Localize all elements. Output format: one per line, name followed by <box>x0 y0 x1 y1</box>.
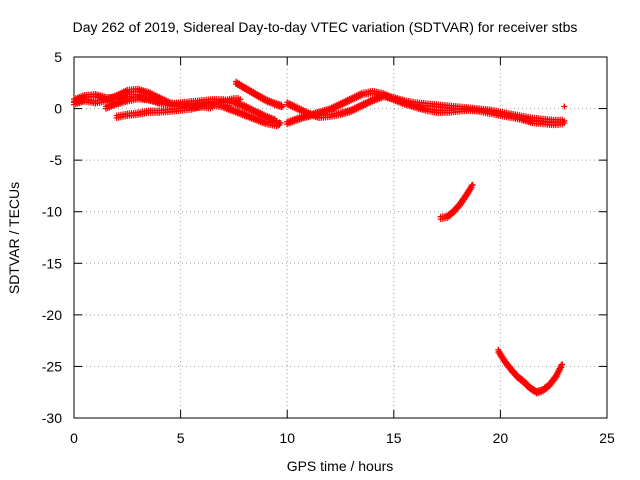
grid <box>74 57 607 418</box>
x-axis-title: GPS time / hours <box>287 458 394 474</box>
x-tick-label: 5 <box>177 430 185 446</box>
series-track-e <box>233 78 286 111</box>
x-axis: 0 5 10 15 20 25 <box>70 57 615 446</box>
data-point <box>559 361 566 368</box>
y-axis-title: SDTVAR / TECUs <box>6 182 22 294</box>
data-point <box>468 184 475 191</box>
series-outlier <box>561 103 568 110</box>
data-point <box>273 117 280 124</box>
data-point <box>277 120 284 127</box>
chart-title: Day 262 of 2019, Sidereal Day-to-day VTE… <box>73 19 578 35</box>
y-tick-label: 0 <box>54 101 62 117</box>
data-point <box>279 103 286 110</box>
x-tick-label: 10 <box>279 430 295 446</box>
data-point <box>237 96 244 103</box>
y-tick-label: -10 <box>42 204 62 220</box>
x-tick-label: 15 <box>386 430 402 446</box>
data-point <box>561 120 568 127</box>
series-track-d <box>113 95 244 122</box>
x-tick-label: 25 <box>599 430 615 446</box>
data-points <box>71 78 568 397</box>
data-point <box>469 181 476 188</box>
data-point <box>558 364 565 371</box>
y-tick-label: -5 <box>50 152 63 168</box>
y-axis: 5 0 -5 -10 -15 -20 -25 -30 <box>42 49 607 426</box>
y-tick-label: -30 <box>42 410 62 426</box>
y-tick-label: 5 <box>54 49 62 65</box>
plot-frame <box>73 56 608 419</box>
y-tick-label: -15 <box>42 255 62 271</box>
data-point <box>561 103 568 110</box>
x-tick-label: 20 <box>493 430 509 446</box>
series-track-g <box>284 87 568 129</box>
plot-border <box>73 56 608 419</box>
y-tick-label: -20 <box>42 307 62 323</box>
series-track-h <box>437 181 476 223</box>
y-tick-label: -25 <box>42 358 62 374</box>
x-tick-label: 0 <box>70 430 78 446</box>
series-track-i <box>495 346 566 397</box>
